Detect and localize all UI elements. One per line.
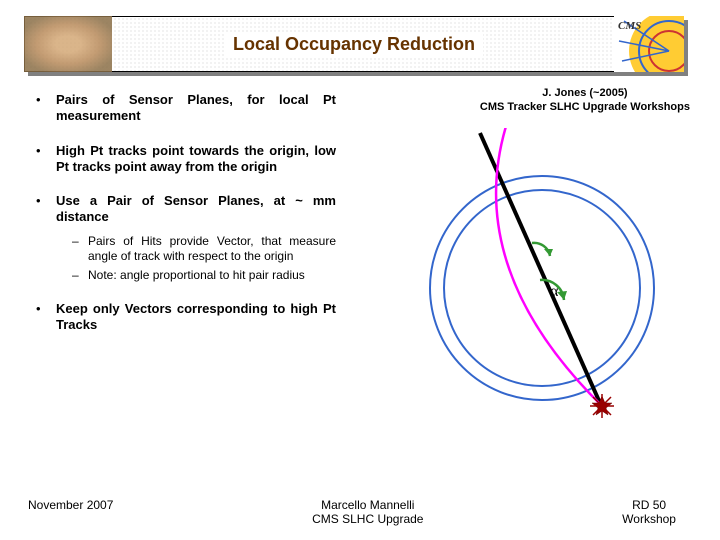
footer-center-line2: CMS SLHC Upgrade xyxy=(312,512,423,526)
bullet-text: Keep only Vectors corresponding to high … xyxy=(56,301,336,334)
bullet-item: • Pairs of Sensor Planes, for local Pt m… xyxy=(36,92,336,125)
sub-bullet-list: – Pairs of Hits provide Vector, that mea… xyxy=(72,234,336,283)
svg-text:CMS: CMS xyxy=(618,20,641,32)
footer-date: November 2007 xyxy=(28,498,113,526)
bullet-item: • Use a Pair of Sensor Planes, at ~ mm d… xyxy=(36,193,336,226)
inner-circle xyxy=(444,190,640,386)
bullet-marker: • xyxy=(36,301,56,334)
bullet-item: • Keep only Vectors corresponding to hig… xyxy=(36,301,336,334)
bullet-text: Pairs of Sensor Planes, for local Pt mea… xyxy=(56,92,336,125)
cms-logo-icon: CMS xyxy=(614,16,684,72)
outer-circle xyxy=(430,176,654,400)
sub-text: Pairs of Hits provide Vector, that measu… xyxy=(88,234,336,264)
attribution-line1: J. Jones (~2005) xyxy=(480,86,690,100)
alpha-label: α xyxy=(550,283,559,300)
attribution: J. Jones (~2005) CMS Tracker SLHC Upgrad… xyxy=(480,86,690,115)
footer-right-line1: RD 50 xyxy=(622,498,676,512)
footer-author: Marcello Mannelli CMS SLHC Upgrade xyxy=(312,498,423,526)
slide-title: Local Occupancy Reduction xyxy=(225,32,483,57)
sub-marker: – xyxy=(72,234,88,264)
arrow-head-icon xyxy=(557,291,567,300)
footer-right-line2: Workshop xyxy=(622,512,676,526)
slide-content: J. Jones (~2005) CMS Tracker SLHC Upgrad… xyxy=(0,78,720,488)
sub-marker: – xyxy=(72,268,88,283)
footer-center-line1: Marcello Mannelli xyxy=(312,498,423,512)
physics-diagram: α xyxy=(412,128,672,443)
bullet-list: • Pairs of Sensor Planes, for local Pt m… xyxy=(36,92,336,333)
slide-footer: November 2007 Marcello Mannelli CMS SLHC… xyxy=(0,498,720,526)
bullet-marker: • xyxy=(36,92,56,125)
sub-text: Note: angle proportional to hit pair rad… xyxy=(88,268,305,283)
attribution-line2: CMS Tracker SLHC Upgrade Workshops xyxy=(480,100,690,114)
star-icon xyxy=(590,394,614,418)
left-logo xyxy=(24,16,112,72)
bullet-item: • High Pt tracks point towards the origi… xyxy=(36,143,336,176)
sub-bullet-item: – Note: angle proportional to hit pair r… xyxy=(72,268,336,283)
header-box: Local Occupancy Reduction xyxy=(24,16,684,72)
footer-event: RD 50 Workshop xyxy=(622,498,676,526)
curved-track xyxy=(496,128,602,406)
bullet-marker: • xyxy=(36,143,56,176)
sub-bullet-item: – Pairs of Hits provide Vector, that mea… xyxy=(72,234,336,264)
slide-header: Local Occupancy Reduction CMS xyxy=(0,0,720,78)
bullet-text: High Pt tracks point towards the origin,… xyxy=(56,143,336,176)
bullet-text: Use a Pair of Sensor Planes, at ~ mm dis… xyxy=(56,193,336,226)
bullet-marker: • xyxy=(36,193,56,226)
